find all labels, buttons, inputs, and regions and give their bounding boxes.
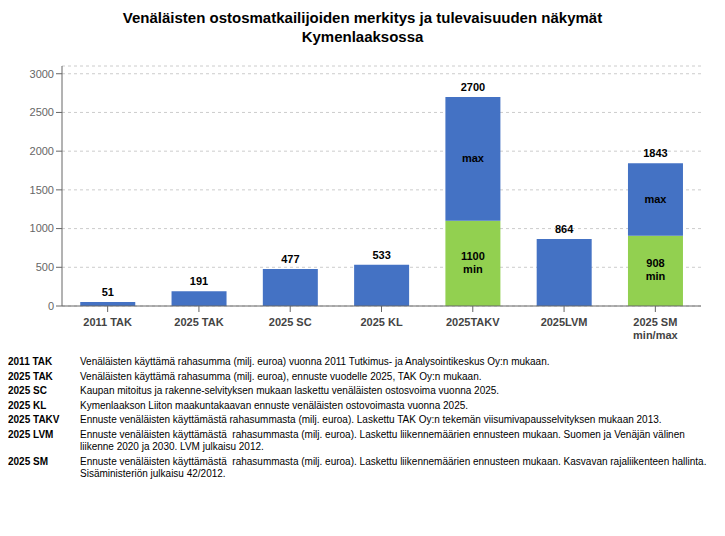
html-text:Kaupan mitoitus ja rakenne-sel: Kaupan mitoitus ja rakenne-selvityksen m… (80, 385, 500, 396)
svg-text:2025 TAK: 2025 TAK (174, 316, 223, 328)
svg-text:477: 477 (281, 253, 299, 265)
svg-text:0: 0 (48, 300, 54, 312)
html-text:2025 SC: 2025 SC (8, 385, 47, 396)
svg-text:max: max (462, 152, 485, 164)
svg-text:908min: 908min (646, 257, 666, 282)
svg-text:max: max (644, 192, 667, 204)
svg-text:2025 SC: 2025 SC (269, 316, 312, 328)
html-text:2025 TAK: 2025 TAK (8, 370, 53, 382)
html-text:Ennuste venäläisten käyttämäst: Ennuste venäläisten käyttämästä rahasumm… (80, 428, 688, 452)
html-text:Ennuste venäläisten käyttämäst: Ennuste venäläisten käyttämästä rahasumm… (80, 414, 662, 425)
svg-text:2025 SMmin/max: 2025 SMmin/max (633, 316, 679, 341)
html-text:2025 TAKV: 2025 TAKV (8, 414, 60, 425)
html-text:Kymenlaaksossa: Kymenlaaksossa (301, 28, 424, 45)
svg-text:2025LVM: 2025LVM (541, 316, 588, 328)
html-text:Venäläisten käyttämä rahasumma: Venäläisten käyttämä rahasumma (milj. eu… (80, 356, 550, 367)
html-text:2025 SM: 2025 SM (8, 455, 48, 467)
svg-text:2000: 2000 (30, 145, 54, 157)
html-text:2025 KL: 2025 KL (8, 399, 47, 411)
html-text:2011 TAK: 2011 TAK (8, 356, 53, 367)
svg-text:2025 KL: 2025 KL (360, 316, 402, 328)
svg-text:533: 533 (372, 249, 390, 261)
svg-text:500: 500 (36, 261, 54, 273)
svg-text:1000: 1000 (30, 222, 54, 234)
html-text:2025 LVM: 2025 LVM (8, 428, 54, 440)
svg-text:2011 TAK: 2011 TAK (83, 316, 132, 328)
svg-text:2025TAKV: 2025TAKV (446, 316, 500, 328)
svg-text:2500: 2500 (30, 106, 54, 118)
svg-text:191: 191 (190, 275, 208, 287)
html-text:Venäläisten käyttämä rahasumma: Venäläisten käyttämä rahasumma (milj. eu… (80, 370, 482, 382)
svg-text:3000: 3000 (30, 68, 54, 80)
html-text:Ennuste venäläisten käyttämäst: Ennuste venäläisten käyttämästä rahasumm… (80, 455, 710, 479)
svg-text:1500: 1500 (30, 184, 54, 196)
html-text:Kymenlaakson Liiton maakuntaka: Kymenlaakson Liiton maakuntakaavan ennus… (80, 399, 468, 411)
svg-text:1843: 1843 (643, 147, 667, 159)
svg-text:864: 864 (555, 223, 574, 235)
html-text:Venäläisten ostosmatkailijoide: Venäläisten ostosmatkailijoiden merkitys… (122, 9, 603, 26)
svg-text:1100min: 1100min (461, 250, 485, 275)
svg-text:2700: 2700 (461, 81, 485, 93)
svg-text:51: 51 (102, 286, 114, 298)
